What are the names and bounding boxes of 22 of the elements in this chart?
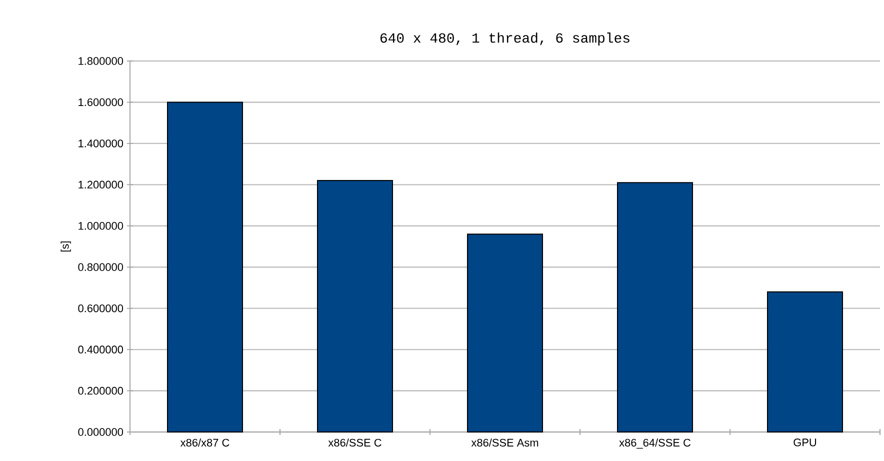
y-tick-label: 0.000000 [78, 428, 124, 436]
y-tick-label: 1.800000 [78, 57, 124, 65]
x-tick-label: x86/SSE Asm [471, 438, 538, 447]
y-tick-label: 1.200000 [78, 180, 124, 189]
bar [617, 182, 694, 432]
y-tick-label: 0.600000 [78, 304, 124, 312]
y-tick-label: 0.200000 [78, 386, 124, 395]
bar [317, 180, 394, 432]
x-tick-label: x86/x87 C [180, 438, 230, 447]
chart-title: 640 x 480, 1 thread, 6 samples [380, 32, 630, 46]
y-axis-title: [s] [60, 241, 71, 252]
x-tick-label: x86_64/SSE C [619, 438, 691, 449]
x-tick-label: GPU [794, 438, 816, 446]
y-tick-label: 0.400000 [78, 346, 124, 354]
y-tick-label: 1.000000 [78, 222, 124, 230]
y-tick-label: 0.800000 [78, 263, 124, 271]
bar [167, 102, 243, 432]
x-tick-label: x86/SSE C [328, 438, 382, 447]
bar [467, 234, 544, 432]
bar [767, 291, 844, 432]
y-tick-label: 1.400000 [78, 140, 124, 148]
y-tick-label: 1.600000 [78, 98, 124, 106]
